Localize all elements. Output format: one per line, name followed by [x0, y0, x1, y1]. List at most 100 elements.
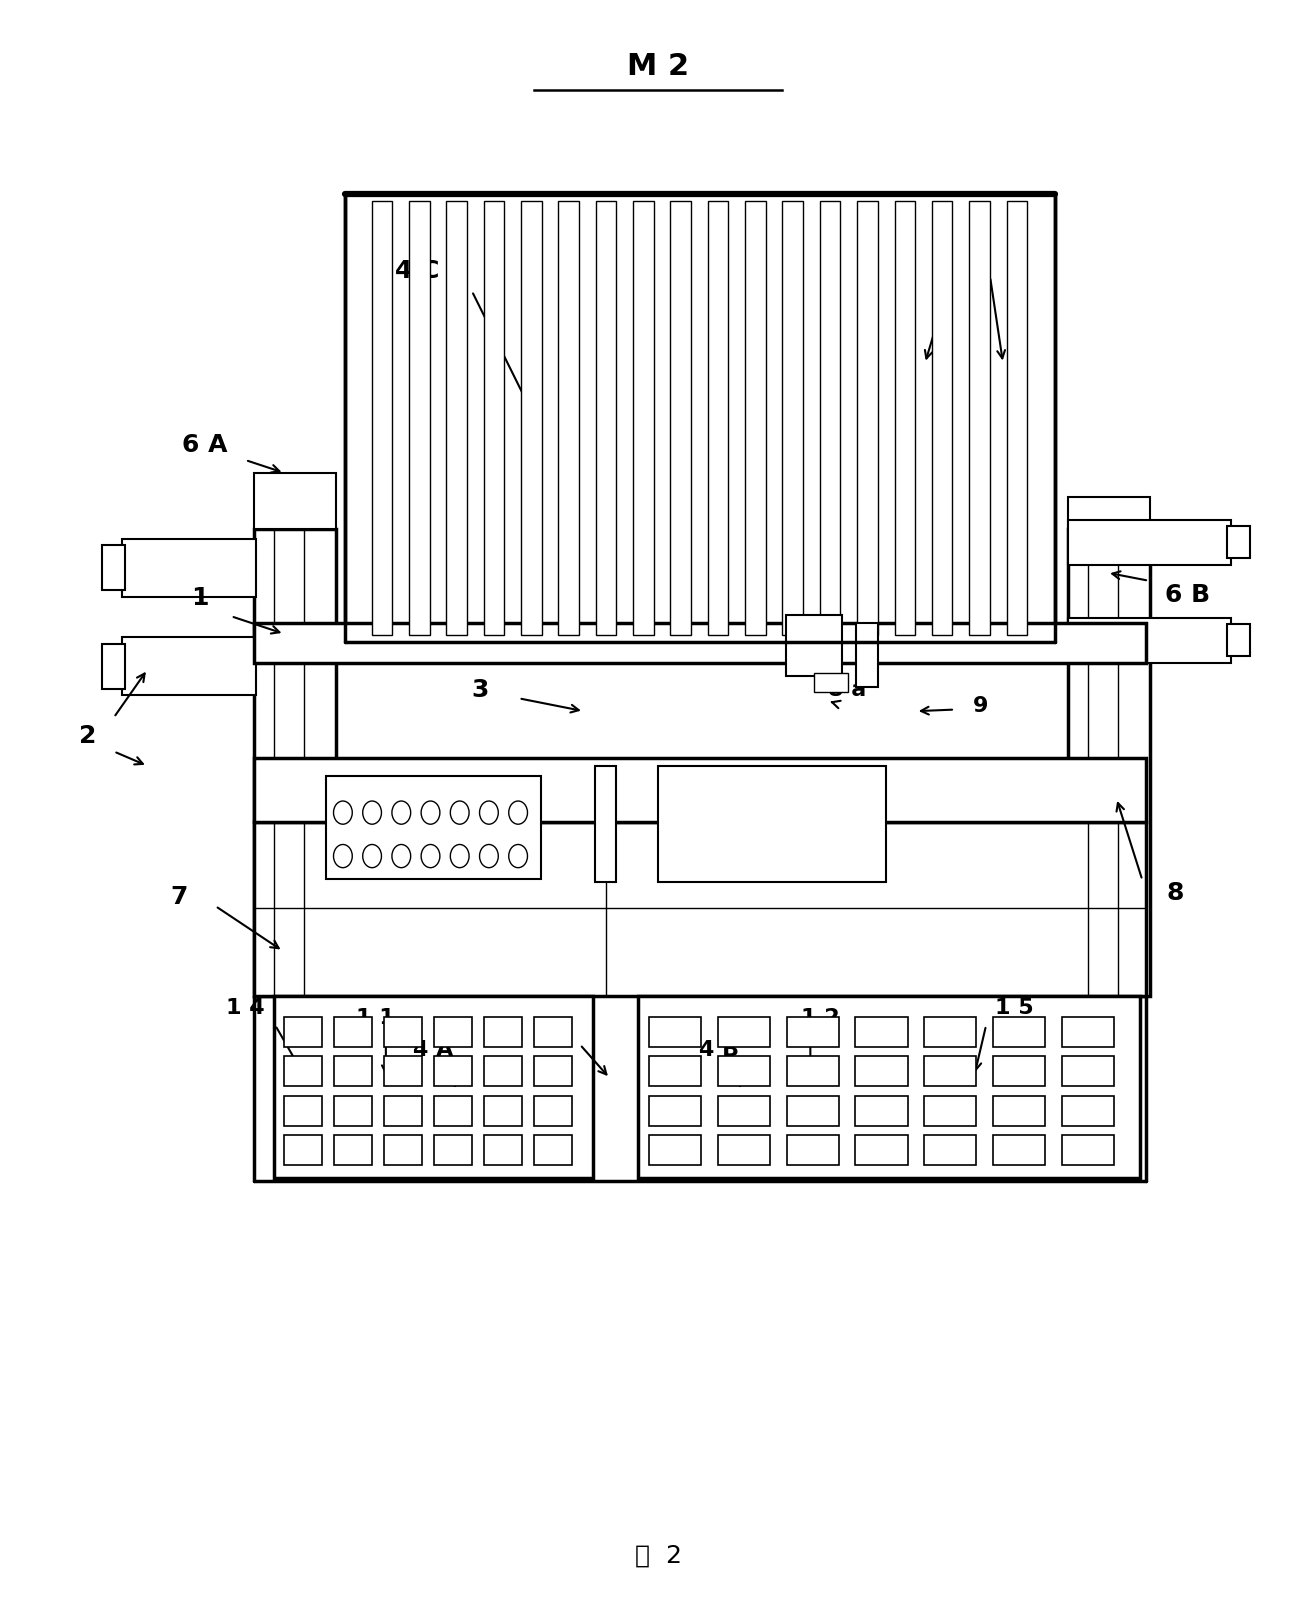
Bar — [334, 1057, 372, 1087]
Bar — [284, 1096, 322, 1126]
Bar — [994, 1018, 1045, 1047]
Bar — [284, 1057, 322, 1087]
Bar — [1007, 201, 1026, 636]
Bar — [484, 1096, 522, 1126]
Bar — [596, 766, 616, 883]
Bar — [932, 201, 953, 636]
Bar — [326, 776, 541, 880]
Bar — [334, 1136, 372, 1165]
Bar — [649, 1018, 701, 1047]
Bar — [786, 615, 842, 677]
Bar — [534, 1057, 571, 1087]
Bar — [254, 474, 337, 529]
Bar — [1062, 1096, 1115, 1126]
Bar — [274, 997, 594, 1178]
Bar — [787, 1096, 838, 1126]
Bar — [924, 1057, 976, 1087]
Text: 4 B: 4 B — [699, 1040, 740, 1060]
Bar — [484, 1136, 522, 1165]
Bar — [649, 1057, 701, 1087]
Text: 9: 9 — [974, 695, 988, 716]
Bar — [815, 674, 848, 693]
Bar — [717, 1018, 770, 1047]
Bar — [717, 1136, 770, 1165]
Bar — [1069, 521, 1230, 565]
Bar — [254, 529, 337, 997]
Bar — [924, 1136, 976, 1165]
Bar — [717, 1096, 770, 1126]
Bar — [895, 201, 915, 636]
Bar — [745, 201, 766, 636]
Text: M 2: M 2 — [626, 52, 690, 81]
Bar — [633, 201, 654, 636]
Bar — [334, 1096, 372, 1126]
Text: 1 4: 1 4 — [226, 998, 265, 1018]
Bar — [924, 1018, 976, 1047]
Bar — [1227, 625, 1250, 657]
Bar — [434, 1057, 472, 1087]
Bar — [434, 1136, 472, 1165]
Bar — [484, 201, 504, 636]
Bar — [708, 201, 728, 636]
Bar — [820, 201, 841, 636]
Bar — [409, 201, 429, 636]
Text: 7: 7 — [170, 885, 187, 909]
Bar — [284, 1018, 322, 1047]
Bar — [384, 1057, 422, 1087]
Text: 1: 1 — [191, 586, 208, 610]
Bar — [855, 1136, 908, 1165]
Bar — [649, 1136, 701, 1165]
Bar — [534, 1018, 571, 1047]
Bar — [346, 195, 1055, 643]
Bar — [284, 1136, 322, 1165]
Bar — [717, 1057, 770, 1087]
Bar — [1069, 498, 1150, 529]
Bar — [534, 1136, 571, 1165]
Text: 6 B: 6 B — [1166, 583, 1211, 607]
Bar — [521, 201, 542, 636]
Text: 4 A: 4 A — [412, 1040, 453, 1060]
Bar — [855, 1096, 908, 1126]
Bar — [121, 638, 255, 696]
Bar — [103, 644, 125, 690]
Bar — [855, 623, 878, 688]
Text: 1 1: 1 1 — [357, 1008, 395, 1027]
Bar — [1069, 529, 1150, 997]
Bar — [857, 201, 878, 636]
Bar — [484, 1057, 522, 1087]
Bar — [371, 201, 392, 636]
Bar — [649, 1096, 701, 1126]
Bar — [334, 1018, 372, 1047]
Bar — [1062, 1057, 1115, 1087]
Bar — [658, 766, 886, 883]
Bar — [254, 823, 1146, 997]
Bar — [121, 539, 255, 597]
Bar — [638, 997, 1140, 1178]
Text: 4 C: 4 C — [395, 258, 440, 282]
Bar — [783, 201, 803, 636]
Bar — [994, 1096, 1045, 1126]
Bar — [1062, 1018, 1115, 1047]
Bar — [670, 201, 691, 636]
Bar — [446, 201, 467, 636]
Text: 1 5: 1 5 — [995, 998, 1034, 1018]
Bar — [855, 1018, 908, 1047]
Bar — [1062, 1136, 1115, 1165]
Bar — [787, 1018, 838, 1047]
Text: 5: 5 — [973, 248, 990, 271]
Bar — [970, 201, 990, 636]
Text: 1 0: 1 0 — [532, 1021, 571, 1040]
Text: 8 a: 8 a — [828, 678, 866, 700]
Bar — [434, 1096, 472, 1126]
Bar — [103, 545, 125, 591]
Bar — [254, 623, 1146, 664]
Text: 1 2: 1 2 — [801, 1008, 840, 1027]
Bar — [254, 758, 1146, 823]
Bar — [484, 1018, 522, 1047]
Bar — [1227, 527, 1250, 558]
Bar — [596, 201, 616, 636]
Text: 图  2: 图 2 — [634, 1543, 682, 1566]
Bar — [384, 1096, 422, 1126]
Bar — [434, 1018, 472, 1047]
Text: 6 A: 6 A — [182, 433, 228, 456]
